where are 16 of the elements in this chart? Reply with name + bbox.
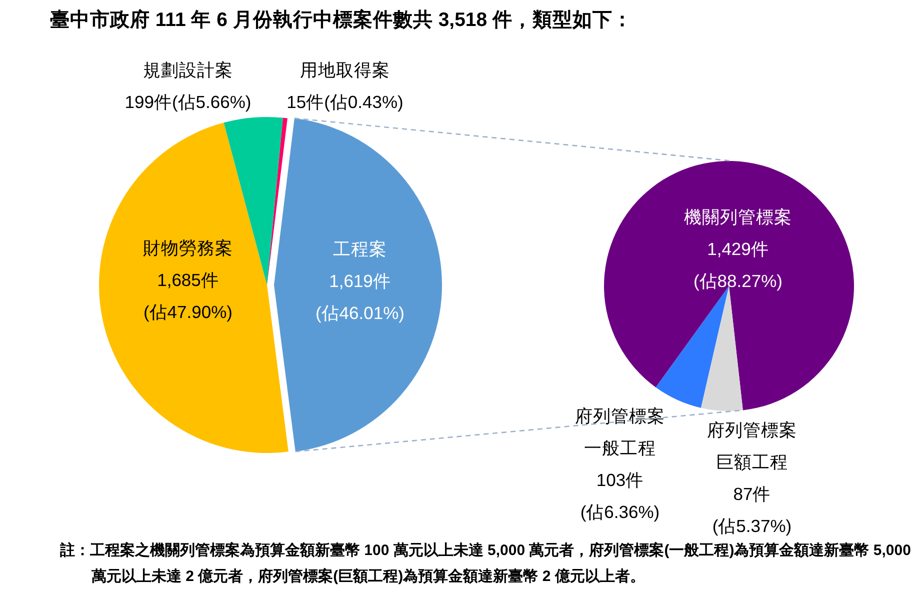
chart-title: 臺中市政府 111 年 6 月份執行中標案件數共 3,518 件，類型如下： xyxy=(50,8,633,31)
slice-label: 規劃設計案 xyxy=(143,60,233,80)
data-label: 103件 (佔6.36%) xyxy=(580,470,660,522)
data-label: 1,685件 (佔47.90%) xyxy=(143,270,233,322)
slice-label: 府列管標案一般工程 xyxy=(575,406,665,458)
slice-label: 工程案 xyxy=(333,239,387,259)
data-label: 1,619件 (佔46.01%) xyxy=(315,271,405,323)
slice-label: 機關列管標案 xyxy=(684,207,792,227)
data-label: 87件 (佔5.37%) xyxy=(712,484,792,536)
slice-label: 用地取得案 xyxy=(300,60,390,80)
data-label: 199件(佔5.66%) xyxy=(124,92,252,112)
data-label: 1,429件 (佔88.27%) xyxy=(693,239,783,291)
slice-label: 財物勞務案 xyxy=(143,238,233,258)
data-label: 15件(佔0.43%) xyxy=(286,92,404,112)
slice-label: 府列管標案巨額工程 xyxy=(707,420,797,472)
text: 註：工程案之機關列管標案為預算金額新臺幣 100 萬元以上未達 5,000 萬元者，府列管標案(一般工程)為預算金額達新臺幣 5,000 萬元以上未達 2 億元者，府列管標案(巨額工程)為預算金額達新臺幣 2 億元以上者。 xyxy=(60,540,912,587)
